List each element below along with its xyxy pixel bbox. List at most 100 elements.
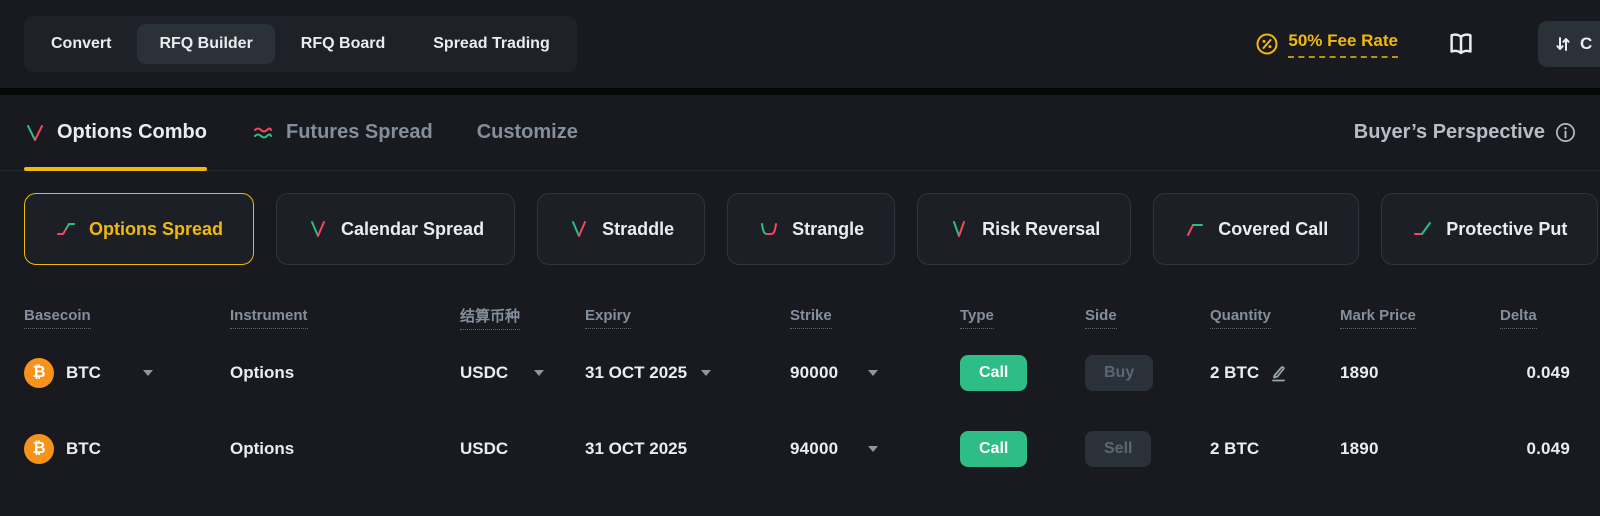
u-payoff-icon	[758, 218, 780, 240]
basecoin-value: BTC	[66, 363, 101, 382]
chevron-down-icon[interactable]	[701, 370, 712, 376]
mark-price-value: 1890	[1340, 363, 1379, 382]
quantity-cell: 2 BTC	[1210, 363, 1340, 383]
type-call-button[interactable]: Call	[960, 431, 1028, 467]
col-header-quantity: Quantity	[1210, 306, 1271, 329]
basecoin-value-cell: ₿ BTC	[24, 434, 230, 464]
expiry-select[interactable]: 31 OCT 2025	[585, 363, 790, 383]
percent-circle-icon	[1255, 32, 1279, 56]
strategy-label: Options Spread	[89, 218, 224, 239]
strategy-label: Protective Put	[1446, 218, 1568, 239]
tab-convert[interactable]: Convert	[51, 35, 112, 52]
strike-value: 94000	[790, 439, 839, 458]
type-cell: Call	[960, 431, 1085, 467]
bitcoin-icon: ₿	[24, 358, 54, 388]
strike-select[interactable]: 90000	[790, 363, 960, 383]
v-payoff-icon	[948, 218, 970, 240]
col-header-expiry: Expiry	[585, 306, 631, 329]
mark-price-value: 1890	[1340, 439, 1379, 458]
top-bar: Convert RFQ Builder RFQ Board Spread Tra…	[0, 0, 1600, 88]
table-row: ₿ BTC Options USDC 31 OCT 2025 90000 Cal…	[0, 335, 1600, 411]
top-right-cluster: 50% Fee Rate C	[1255, 21, 1600, 67]
settlement-select[interactable]: USDC	[460, 363, 585, 383]
info-icon[interactable]	[1555, 122, 1576, 143]
strategy-options-spread[interactable]: Options Spread	[24, 193, 255, 265]
col-header-strike: Strike	[790, 306, 832, 329]
chevron-down-icon[interactable]	[868, 370, 879, 376]
col-header-type: Type	[960, 306, 994, 329]
strategy-button-row: Options Spread Calendar Spread Straddle …	[0, 193, 1599, 265]
edit-pencil-icon[interactable]	[1269, 364, 1288, 383]
col-header-instrument: Instrument	[230, 306, 308, 329]
convert-cut-button[interactable]: C	[1538, 21, 1600, 67]
instrument-value: Options	[230, 363, 295, 382]
quantity-value: 2 BTC	[1210, 363, 1260, 382]
strategy-protective-put[interactable]: Protective Put	[1381, 193, 1599, 265]
col-header-settlement: 结算币种	[460, 305, 521, 330]
col-header-side: Side	[1085, 306, 1117, 329]
side-cell: Sell	[1085, 431, 1210, 467]
strike-select[interactable]: 94000	[790, 439, 960, 459]
table-header-row: Basecoin Instrument 结算币种 Expiry Strike T…	[0, 295, 1600, 335]
covered-call-payoff-icon	[1184, 218, 1206, 240]
bitcoin-icon: ₿	[24, 434, 54, 464]
tab-spread-trading[interactable]: Spread Trading	[433, 35, 550, 52]
strategy-covered-call[interactable]: Covered Call	[1153, 193, 1360, 265]
perspective-label: Buyer’s Perspective	[1353, 121, 1545, 143]
strategy-straddle[interactable]: Straddle	[537, 193, 706, 265]
side-buy-button[interactable]: Buy	[1085, 355, 1154, 391]
docs-book-button[interactable]	[1446, 29, 1476, 59]
table-row: ₿ BTC Options USDC 31 OCT 2025 94000 Cal…	[0, 411, 1600, 487]
section-divider	[0, 88, 1600, 95]
settlement-value: USDC	[460, 363, 509, 382]
chevron-down-icon[interactable]	[142, 370, 153, 376]
tab-options-combo[interactable]: Options Combo	[24, 95, 207, 171]
chevron-down-icon[interactable]	[868, 446, 879, 452]
strategy-strangle[interactable]: Strangle	[727, 193, 896, 265]
tab-options-combo-label: Options Combo	[57, 121, 207, 143]
v-payoff-icon	[568, 218, 590, 240]
instrument-value: Options	[230, 439, 295, 458]
quantity-cell: 2 BTC	[1210, 439, 1340, 459]
strategy-label: Strangle	[792, 218, 865, 239]
expiry-value: 31 OCT 2025	[585, 363, 688, 382]
spread-payoff-icon	[55, 218, 77, 240]
protective-put-payoff-icon	[1412, 218, 1434, 240]
perspective-toggle[interactable]: Buyer’s Perspective	[1354, 121, 1576, 144]
product-segmented-control: Convert RFQ Builder RFQ Board Spread Tra…	[24, 16, 577, 72]
quantity-value: 2 BTC	[1210, 439, 1260, 458]
strike-value: 90000	[790, 363, 839, 382]
strategy-risk-reversal[interactable]: Risk Reversal	[917, 193, 1132, 265]
side-cell: Buy	[1085, 355, 1210, 391]
expiry-value-cell: 31 OCT 2025	[585, 439, 790, 459]
strategy-calendar-spread[interactable]: Calendar Spread	[276, 193, 516, 265]
strategy-label: Calendar Spread	[341, 218, 485, 239]
basecoin-value: BTC	[66, 439, 101, 458]
expiry-value: 31 OCT 2025	[585, 439, 688, 458]
col-header-basecoin: Basecoin	[24, 306, 91, 329]
combo-tab-row: Options Combo Futures Spread Customize B…	[0, 95, 1600, 171]
tab-futures-spread[interactable]: Futures Spread	[251, 95, 433, 170]
type-cell: Call	[960, 355, 1085, 391]
col-header-mark-price: Mark Price	[1340, 306, 1416, 329]
strategy-label: Risk Reversal	[982, 218, 1101, 239]
delta-value: 0.049	[1526, 439, 1570, 458]
basecoin-select[interactable]: ₿ BTC	[24, 358, 230, 388]
tab-customize-label: Customize	[476, 121, 578, 143]
tab-customize[interactable]: Customize	[477, 95, 578, 170]
settlement-value-cell: USDC	[460, 439, 585, 459]
strategy-label: Covered Call	[1218, 218, 1329, 239]
strategy-label: Straddle	[602, 218, 675, 239]
side-sell-button[interactable]: Sell	[1085, 431, 1152, 467]
tab-rfq-builder[interactable]: RFQ Builder	[137, 24, 275, 64]
tab-rfq-board[interactable]: RFQ Board	[300, 35, 386, 52]
type-call-button[interactable]: Call	[960, 355, 1028, 391]
delta-value: 0.049	[1526, 363, 1570, 382]
col-header-delta: Delta	[1500, 306, 1537, 329]
settlement-value: USDC	[460, 439, 509, 458]
fee-rate-label: 50% Fee Rate	[1288, 31, 1398, 58]
chevron-down-icon[interactable]	[534, 370, 545, 376]
sort-arrows-icon	[1554, 35, 1572, 53]
fee-rate-link[interactable]: 50% Fee Rate	[1255, 31, 1398, 58]
book-icon	[1446, 29, 1476, 59]
